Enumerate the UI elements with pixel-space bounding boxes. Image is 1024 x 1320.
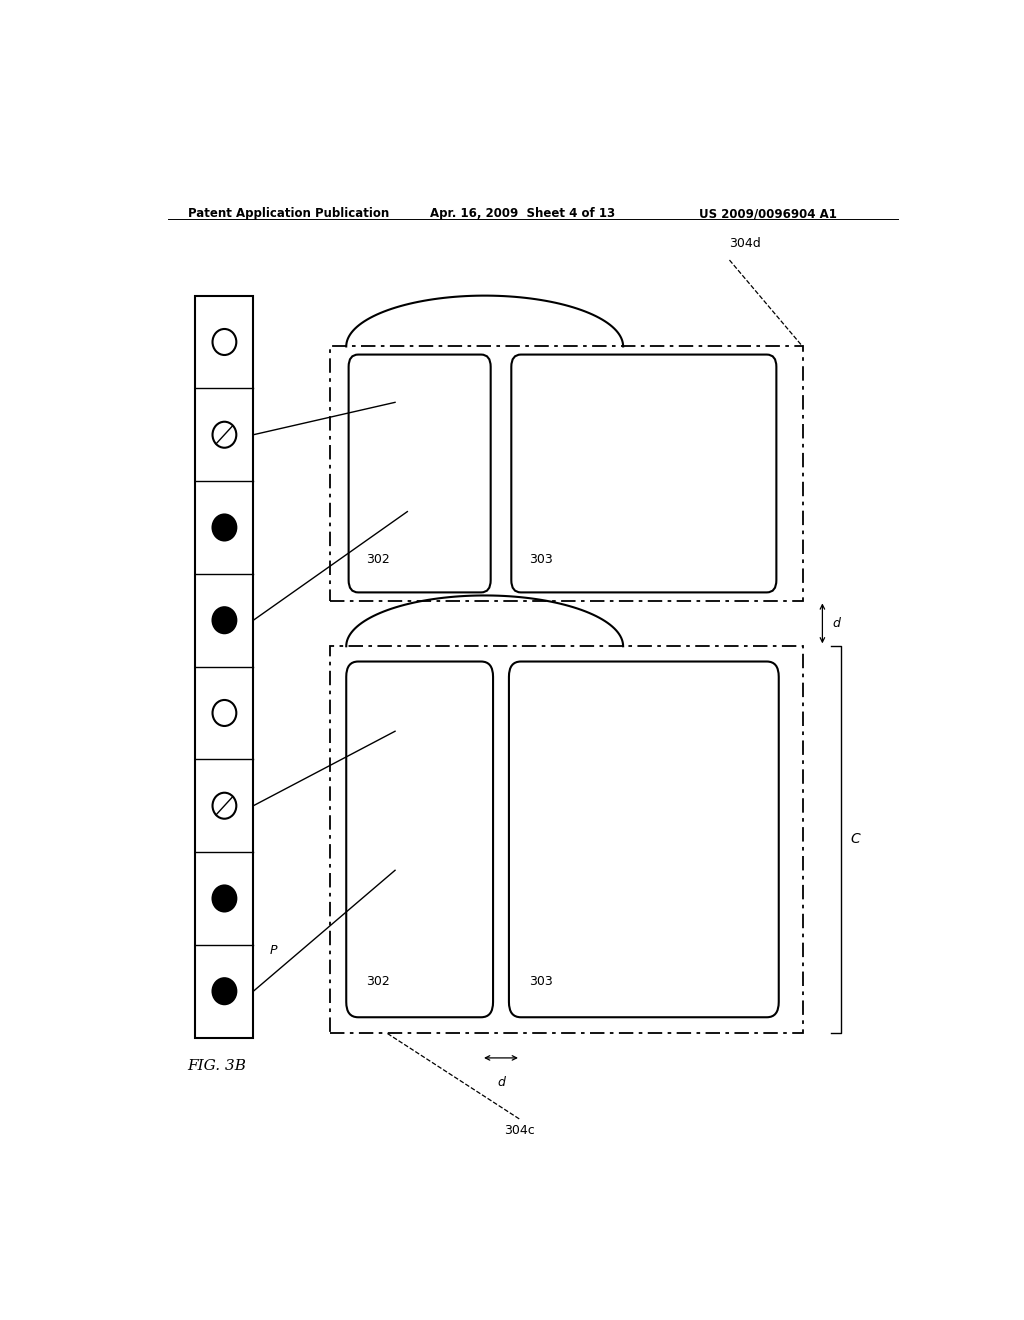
Text: C: C xyxy=(850,833,860,846)
Ellipse shape xyxy=(213,421,237,447)
Ellipse shape xyxy=(213,607,237,634)
Ellipse shape xyxy=(213,886,237,912)
Bar xyxy=(331,647,803,1032)
Bar xyxy=(331,346,803,601)
FancyBboxPatch shape xyxy=(348,355,490,593)
Ellipse shape xyxy=(213,515,237,540)
Text: 303: 303 xyxy=(528,974,553,987)
Text: 304c: 304c xyxy=(504,1125,535,1137)
Ellipse shape xyxy=(213,700,237,726)
Text: FIG. 3B: FIG. 3B xyxy=(187,1059,247,1073)
Ellipse shape xyxy=(213,329,237,355)
Text: 302: 302 xyxy=(367,974,390,987)
Ellipse shape xyxy=(213,793,237,818)
Text: d: d xyxy=(831,616,840,630)
Text: Apr. 16, 2009  Sheet 4 of 13: Apr. 16, 2009 Sheet 4 of 13 xyxy=(430,207,614,220)
Text: US 2009/0096904 A1: US 2009/0096904 A1 xyxy=(699,207,838,220)
Text: 304d: 304d xyxy=(729,236,761,249)
Text: d: d xyxy=(497,1076,505,1089)
Text: Patent Application Publication: Patent Application Publication xyxy=(187,207,389,220)
Ellipse shape xyxy=(213,978,237,1005)
Bar xyxy=(196,296,253,1038)
Text: P: P xyxy=(269,944,276,957)
Text: 302: 302 xyxy=(367,553,390,566)
FancyBboxPatch shape xyxy=(511,355,776,593)
FancyBboxPatch shape xyxy=(509,661,778,1018)
FancyBboxPatch shape xyxy=(346,661,494,1018)
Text: 303: 303 xyxy=(528,553,553,566)
